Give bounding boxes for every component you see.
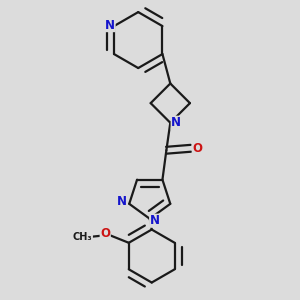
- Text: N: N: [171, 116, 181, 129]
- Text: O: O: [192, 142, 202, 155]
- Text: N: N: [105, 19, 115, 32]
- Text: N: N: [150, 214, 160, 227]
- Text: N: N: [117, 195, 127, 208]
- Text: CH₃: CH₃: [73, 232, 92, 242]
- Text: O: O: [100, 227, 110, 241]
